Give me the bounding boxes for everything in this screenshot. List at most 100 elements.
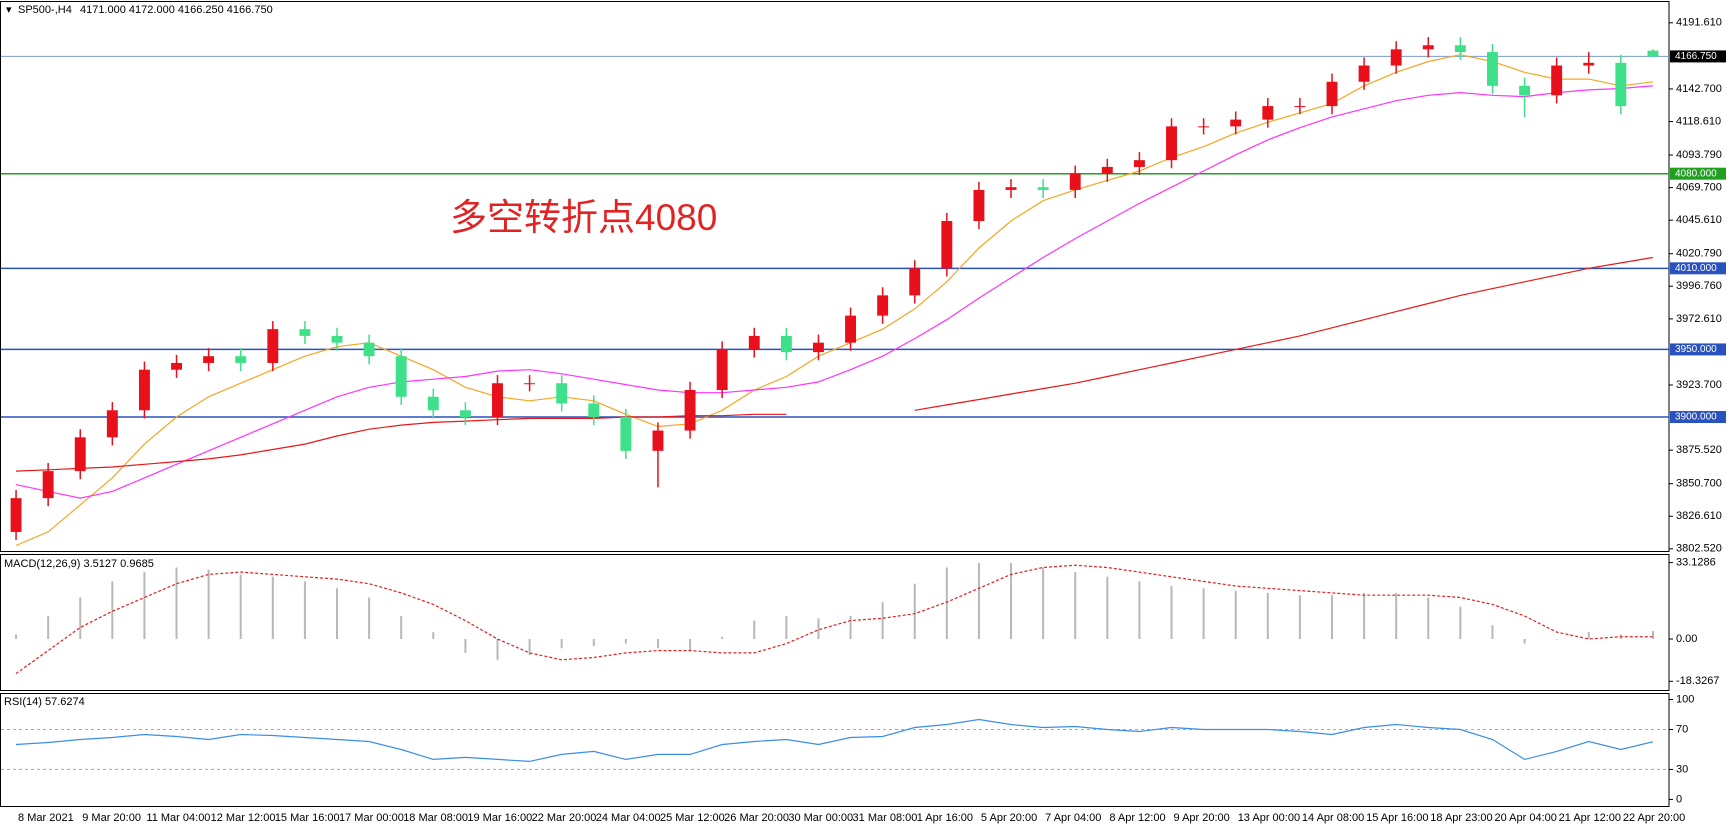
macd-bar — [689, 639, 692, 651]
candle-body — [1326, 81, 1338, 107]
signal-line — [15, 564, 1654, 675]
candle-body — [1422, 45, 1434, 50]
candle-body — [267, 329, 279, 363]
x-tick-label: 31 Mar 08:00 — [853, 812, 918, 824]
candle-body — [748, 335, 760, 350]
level-label: 3950.000 — [1675, 344, 1717, 355]
candle-body — [1133, 160, 1145, 167]
candle-body — [588, 403, 600, 418]
level-label-box — [1670, 343, 1726, 356]
candle-body — [780, 335, 792, 353]
header-triangle: ▾ — [6, 4, 12, 16]
macd-bar — [1491, 625, 1494, 640]
y-tick-label: 70 — [1676, 723, 1688, 735]
y-tick-label: 4118.610 — [1676, 115, 1721, 127]
macd-bar — [560, 639, 563, 649]
macd-bar — [432, 632, 435, 640]
macd-bar — [1170, 585, 1173, 640]
candle-body — [1454, 45, 1466, 53]
y-tick-label: 100 — [1676, 693, 1694, 705]
y-tick-label: 3802.520 — [1676, 543, 1722, 555]
candle-body — [427, 396, 439, 411]
candle-body — [684, 389, 696, 431]
ma-line — [15, 54, 1654, 547]
rsi-frame — [0, 693, 1670, 807]
y-tick-label: -18.3267 — [1676, 675, 1719, 687]
macd-bar — [175, 567, 178, 640]
y-tick-label: 4142.700 — [1676, 83, 1722, 95]
candle-body — [652, 430, 664, 451]
macd-bar — [1074, 572, 1077, 640]
macd-bar — [336, 588, 339, 640]
candle-body — [459, 410, 471, 418]
y-tick-label: 4191.610 — [1676, 17, 1722, 29]
candle-body — [492, 383, 503, 418]
y-tick-label: 3826.610 — [1676, 510, 1722, 522]
x-tick-label: 11 Mar 04:00 — [146, 812, 210, 824]
chart-title: SP500-,H4 — [18, 4, 72, 16]
macd-bar — [79, 597, 82, 640]
x-tick-label: 9 Apr 20:00 — [1174, 812, 1230, 824]
candle-body — [845, 315, 857, 343]
y-tick-label: 3996.760 — [1676, 280, 1722, 292]
candle-body — [909, 268, 921, 296]
macd-bar — [1266, 592, 1269, 640]
x-tick-label: 17 Mar 00:00 — [339, 812, 404, 824]
candle-body — [1101, 166, 1113, 174]
x-tick-label: 19 Mar 16:00 — [467, 812, 532, 824]
macd-bar — [1010, 562, 1013, 640]
candle-body — [1647, 50, 1659, 57]
macd-bar — [1106, 576, 1109, 640]
macd-bar — [656, 639, 659, 649]
x-tick-label: 26 Mar 20:00 — [724, 812, 789, 824]
macd-bar — [400, 615, 403, 640]
y-tick-label: 3923.700 — [1676, 379, 1722, 391]
candle-body — [1069, 173, 1081, 190]
macd-bar — [239, 574, 242, 640]
y-tick-label: 3972.610 — [1676, 313, 1722, 325]
macd-bar — [1298, 595, 1301, 640]
candle-body — [138, 369, 150, 411]
y-tick-label: 4020.790 — [1676, 248, 1722, 260]
level-label: 4010.000 — [1675, 263, 1717, 274]
candle-body — [556, 383, 568, 404]
level-label: 3900.000 — [1675, 412, 1717, 423]
x-tick-label: 21 Apr 12:00 — [1559, 812, 1621, 824]
level-label: 4166.750 — [1675, 51, 1717, 62]
candle-body — [1487, 52, 1498, 86]
rsi-title: RSI(14) 57.6274 — [4, 696, 85, 708]
x-tick-label: 8 Mar 2021 — [18, 812, 74, 824]
macd-bar — [111, 581, 114, 640]
y-tick-label: 30 — [1676, 763, 1688, 775]
candle-body — [363, 342, 375, 357]
candle-body — [299, 329, 311, 336]
y-tick-label: 4045.610 — [1676, 214, 1722, 226]
y-tick-label: 3875.520 — [1676, 444, 1722, 456]
macd-bar — [1587, 632, 1590, 640]
x-tick-label: 24 Mar 04:00 — [596, 812, 661, 824]
level-label-box — [1670, 262, 1726, 275]
macd-bar — [1234, 590, 1237, 640]
macd-bar — [271, 576, 274, 640]
x-tick-label: 8 Apr 12:00 — [1109, 812, 1165, 824]
x-tick-label: 14 Apr 08:00 — [1302, 812, 1364, 824]
macd-bar — [47, 615, 50, 640]
macd-bar — [753, 620, 756, 640]
candle-body — [171, 362, 182, 370]
candle-body — [1262, 106, 1274, 120]
macd-bar — [143, 572, 146, 640]
x-tick-label: 30 Mar 00:00 — [788, 812, 853, 824]
macd-bar — [303, 581, 306, 640]
x-tick-label: 15 Mar 16:00 — [275, 812, 340, 824]
macd-title: MACD(12,26,9) 3.5127 0.9685 — [4, 558, 154, 570]
candle-body — [235, 356, 247, 363]
candle-body — [973, 189, 985, 222]
candle-body — [1230, 119, 1242, 127]
x-tick-label: 18 Mar 08:00 — [403, 812, 468, 824]
macd-bar — [1651, 630, 1654, 640]
y-tick-label: 4093.790 — [1676, 149, 1722, 161]
macd-bar — [368, 597, 371, 640]
candle-body — [1294, 106, 1306, 108]
candle-body — [203, 356, 215, 363]
candle-body — [74, 437, 86, 472]
